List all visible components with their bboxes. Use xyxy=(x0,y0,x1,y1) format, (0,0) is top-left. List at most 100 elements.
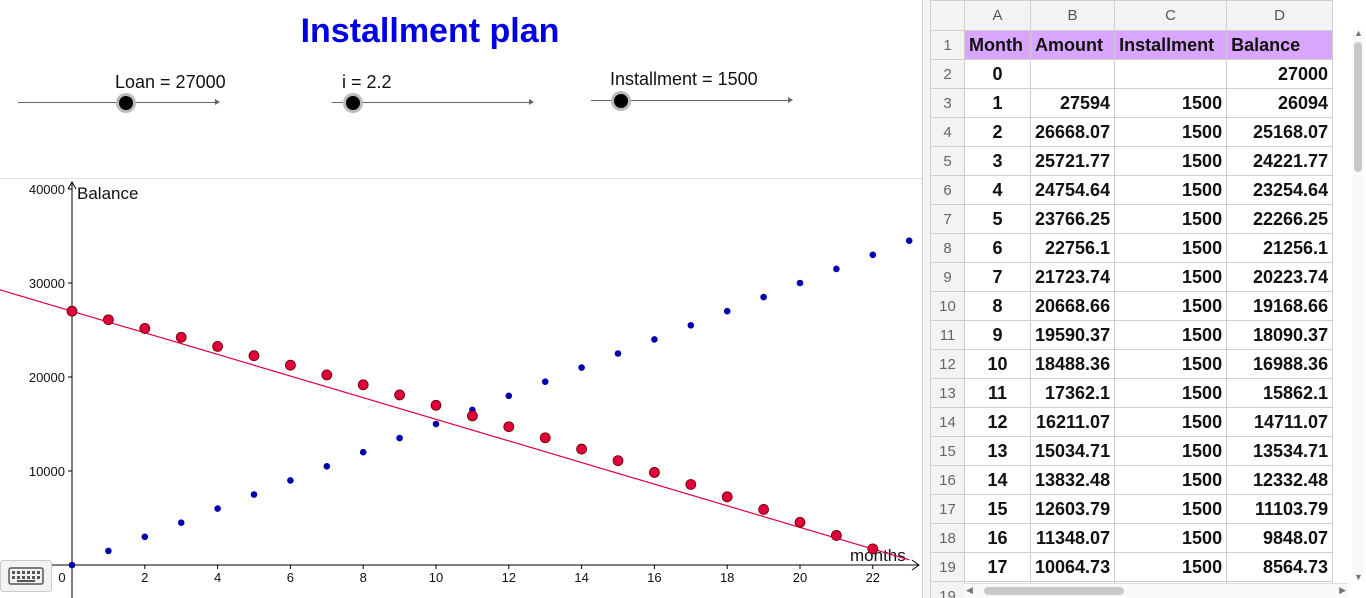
balance-chart[interactable]: 0 2 4 6 8 10 12 14 16 18 20 22 10000 20000 30000 40000 B… xyxy=(0,179,922,598)
installment-point[interactable] xyxy=(578,364,585,371)
cell-balance[interactable]: 23254.64 xyxy=(1226,175,1334,205)
cell-month[interactable]: 6 xyxy=(964,233,1031,263)
cell-month[interactable]: 14 xyxy=(964,465,1031,495)
cell-month[interactable]: 15 xyxy=(964,494,1031,524)
cell-month[interactable]: 11 xyxy=(964,378,1031,408)
scroll-right-icon[interactable]: ▶ xyxy=(1339,585,1346,595)
balance-point[interactable] xyxy=(357,379,369,391)
balance-point[interactable] xyxy=(103,314,114,326)
row-header[interactable]: 14 xyxy=(930,407,965,437)
row-header[interactable]: 16 xyxy=(930,465,965,495)
installment-point[interactable] xyxy=(541,378,549,385)
balance-point[interactable] xyxy=(612,455,624,467)
row-header[interactable]: 19 xyxy=(930,552,965,582)
cell-month[interactable]: 3 xyxy=(964,146,1031,176)
row-header[interactable]: 15 xyxy=(930,436,965,466)
cell-installment[interactable]: 1500 xyxy=(1114,88,1228,118)
row-header[interactable]: 12 xyxy=(930,349,965,379)
keyboard-button[interactable] xyxy=(0,560,52,592)
scroll-down-icon[interactable]: ▼ xyxy=(1354,572,1363,582)
cell-amount[interactable]: 24754.64 xyxy=(1029,175,1116,205)
spreadsheet-view[interactable]: A B C D 1 Month Amount Installment Balan… xyxy=(930,0,1366,598)
cell-amount[interactable] xyxy=(1029,59,1116,89)
column-header-c[interactable]: C xyxy=(1114,0,1228,31)
installment-point[interactable] xyxy=(614,350,622,357)
installment-point[interactable] xyxy=(905,237,913,244)
cell-installment[interactable]: 1500 xyxy=(1114,378,1228,408)
cell-amount[interactable]: 26668.07 xyxy=(1029,117,1116,147)
cell-installment[interactable]: 1500 xyxy=(1114,436,1228,466)
balance-point[interactable] xyxy=(831,530,842,541)
cell-month[interactable]: 17 xyxy=(964,552,1031,582)
scroll-left-icon[interactable]: ◀ xyxy=(966,585,973,595)
balance-point[interactable] xyxy=(212,341,224,352)
installment-point[interactable] xyxy=(796,279,804,287)
installment-point[interactable] xyxy=(250,491,258,498)
scroll-up-icon[interactable]: ▲ xyxy=(1354,28,1363,38)
installment-point[interactable] xyxy=(287,477,294,484)
row-header[interactable]: 10 xyxy=(930,291,965,321)
interest-slider-knob[interactable] xyxy=(346,96,360,110)
cell-balance[interactable]: 18090.37 xyxy=(1226,320,1334,350)
cell-month[interactable]: 4 xyxy=(964,175,1031,205)
balance-point[interactable] xyxy=(576,443,587,455)
balance-point[interactable] xyxy=(721,491,733,503)
graph-area[interactable]: 0 2 4 6 8 10 12 14 16 18 20 22 10000 20000 30000 40000 B… xyxy=(0,178,922,598)
balance-point[interactable] xyxy=(175,331,187,343)
cell-month[interactable]: 1 xyxy=(964,88,1031,118)
balance-point[interactable] xyxy=(66,305,78,317)
cell-balance[interactable]: 25168.07 xyxy=(1226,117,1334,147)
installment-point[interactable] xyxy=(141,533,149,541)
row-header[interactable]: 1 xyxy=(930,30,965,60)
cell-installment[interactable] xyxy=(1114,59,1228,89)
cell-installment[interactable]: 1500 xyxy=(1114,204,1228,234)
horizontal-scroll-thumb[interactable] xyxy=(984,587,1124,595)
cell-amount[interactable]: 19590.37 xyxy=(1029,320,1116,350)
column-header-a[interactable]: A xyxy=(964,0,1031,31)
cell-installment[interactable]: 1500 xyxy=(1114,552,1228,582)
installment-point[interactable] xyxy=(214,505,221,512)
installment-point[interactable] xyxy=(505,392,513,400)
installment-point[interactable] xyxy=(323,463,331,470)
cell-installment[interactable]: 1500 xyxy=(1114,175,1228,205)
balance-point[interactable] xyxy=(685,479,697,490)
cell-balance[interactable]: 22266.25 xyxy=(1226,204,1334,234)
balance-trend-line[interactable] xyxy=(0,289,910,561)
interest-slider-track[interactable] xyxy=(332,99,534,105)
cell-amount[interactable]: 16211.07 xyxy=(1029,407,1116,437)
cell-installment[interactable]: 1500 xyxy=(1114,320,1228,350)
balance-point[interactable] xyxy=(758,504,769,515)
cell-balance[interactable]: 13534.71 xyxy=(1226,436,1334,466)
installment-slider-knob[interactable] xyxy=(614,94,628,108)
installment-point[interactable] xyxy=(396,434,403,442)
cell-amount[interactable]: 25721.77 xyxy=(1029,146,1116,176)
cell-installment[interactable]: 1500 xyxy=(1114,349,1228,379)
cell-amount[interactable]: 12603.79 xyxy=(1029,494,1116,524)
installment-slider[interactable]: Installment = 1500 xyxy=(591,68,801,108)
row-header[interactable]: 2 xyxy=(930,59,965,89)
installment-point[interactable] xyxy=(359,448,367,456)
vertical-scrollbar[interactable]: ▲ ▼ xyxy=(1352,28,1364,582)
installment-point[interactable] xyxy=(869,251,877,259)
column-header-b[interactable]: B xyxy=(1029,0,1116,31)
cell-balance[interactable]: 26094 xyxy=(1226,88,1334,118)
balance-point[interactable] xyxy=(284,359,296,371)
cell-balance[interactable]: 9848.07 xyxy=(1226,523,1334,553)
loan-slider-knob[interactable] xyxy=(119,96,133,110)
corner-cell[interactable] xyxy=(930,0,965,31)
balance-point[interactable] xyxy=(649,467,660,478)
balance-point[interactable] xyxy=(466,410,478,422)
loan-slider-track[interactable] xyxy=(18,99,220,105)
cell-amount[interactable]: 23766.25 xyxy=(1029,204,1116,234)
cell-installment[interactable]: 1500 xyxy=(1114,291,1228,321)
row-header[interactable]: 9 xyxy=(930,262,965,292)
cell-month[interactable]: 10 xyxy=(964,349,1031,379)
cell-balance[interactable]: 27000 xyxy=(1226,59,1334,89)
cell-amount[interactable]: 20668.66 xyxy=(1029,291,1116,321)
row-header[interactable]: 11 xyxy=(930,320,965,350)
column-header-d[interactable]: D xyxy=(1226,0,1334,31)
balance-point[interactable] xyxy=(794,516,806,528)
cell-installment[interactable]: 1500 xyxy=(1114,494,1228,524)
row-header[interactable]: 7 xyxy=(930,204,965,234)
header-cell-balance[interactable]: Balance xyxy=(1226,30,1334,60)
